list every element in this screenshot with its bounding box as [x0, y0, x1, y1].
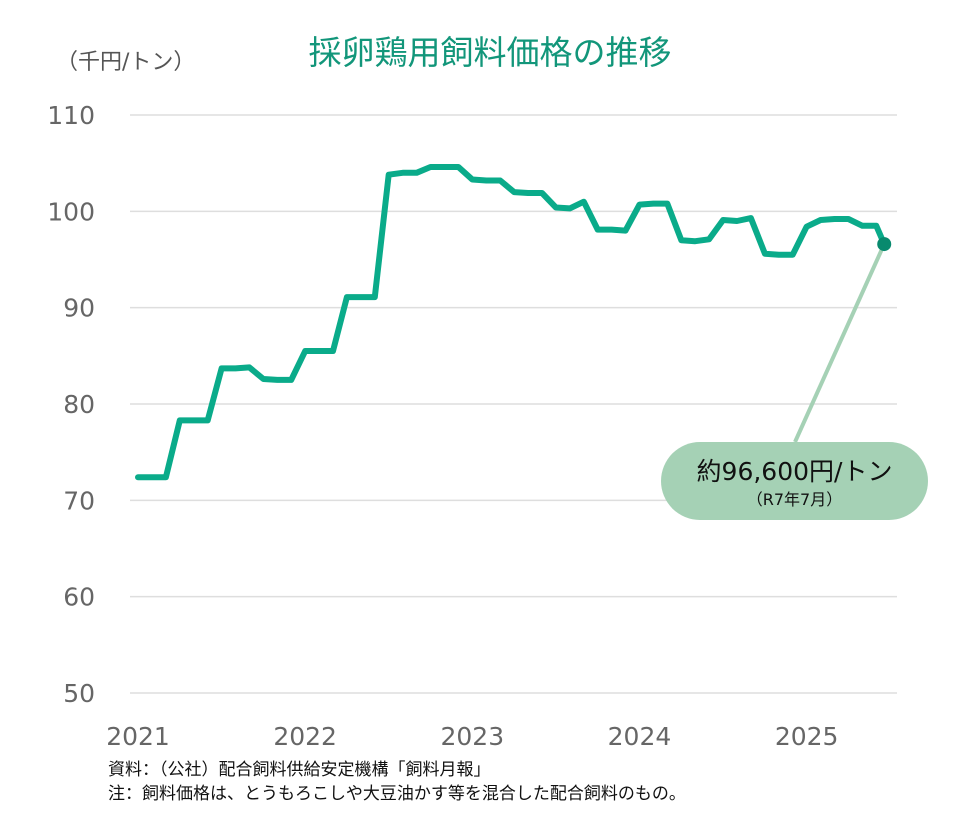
annotation-leader-line [793, 243, 887, 443]
y-axis-unit: （千円/トン） [56, 50, 196, 75]
x-tick-label: 2022 [273, 722, 337, 751]
method-note: 注：飼料価格は、とうもろこしや大豆油かす等を混合した配合飼料のもの。 [108, 784, 686, 804]
x-tick-label: 2025 [775, 722, 839, 751]
y-tick-label: 110 [47, 101, 95, 130]
footnotes: 資料：（公社）配合飼料供給安定機構「飼料月報」 注：飼料価格は、とうもろこしや大… [108, 758, 686, 806]
y-tick-label: 100 [47, 197, 95, 226]
y-tick-label: 90 [63, 294, 95, 323]
y-tick-label: 80 [63, 390, 95, 419]
y-tick-label: 50 [63, 679, 95, 708]
y-tick-label: 70 [63, 486, 95, 515]
annotation-date: （R7年7月） [746, 490, 843, 509]
x-tick-label: 2021 [106, 722, 170, 751]
latest-point-marker [877, 237, 892, 252]
chart-title: 採卵鶏用飼料価格の推移 [308, 33, 672, 72]
series-line [135, 164, 888, 481]
x-tick-label: 2024 [608, 722, 672, 751]
source-note: 資料：（公社）配合飼料供給安定機構「飼料月報」 [108, 760, 491, 780]
annotation-value: 約96,600円/トン [696, 457, 893, 486]
x-tick-label: 2023 [441, 722, 505, 751]
annotation-callout: 約96,600円/トン （R7年7月） [661, 442, 928, 520]
y-tick-label: 60 [63, 583, 95, 612]
